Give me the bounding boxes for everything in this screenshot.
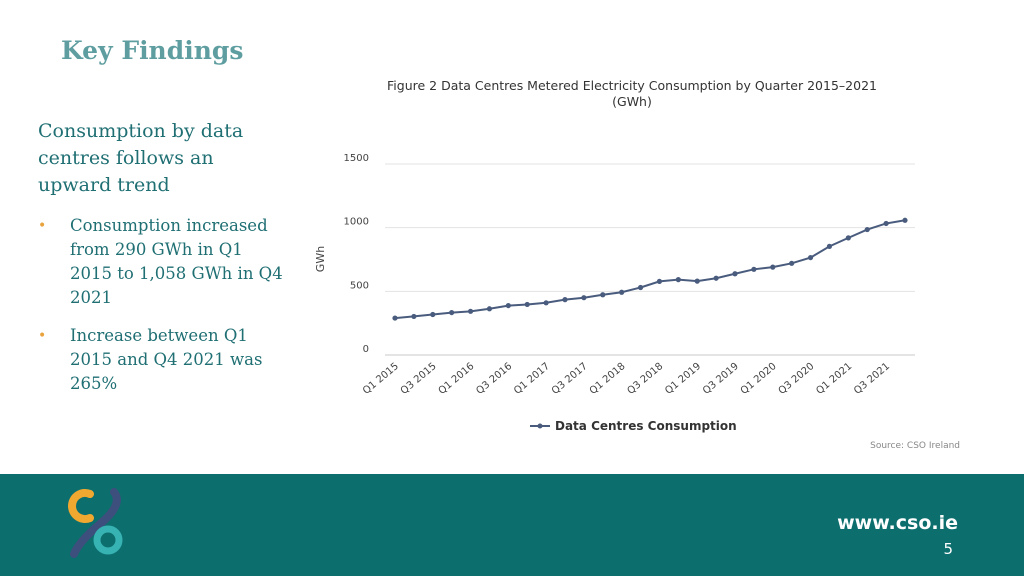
data-point[interactable]: [486, 306, 493, 312]
data-point[interactable]: [807, 254, 814, 261]
data-point[interactable]: [637, 284, 644, 291]
y-tick-label: 1000: [344, 217, 369, 228]
y-tick-labels: 0 500 1000 1500: [344, 153, 369, 355]
gridlines: [385, 163, 915, 356]
legend-entry: Data Centres Consumption: [555, 419, 737, 433]
line-chart: Figure 2 Data Centres Metered Electricit…: [300, 70, 990, 460]
bullet-dot-icon: •: [38, 328, 47, 344]
chart-title: Figure 2 Data Centres Metered Electricit…: [387, 78, 877, 93]
data-point[interactable]: [524, 301, 530, 308]
y-tick-label: 1500: [344, 153, 369, 164]
data-point[interactable]: [902, 217, 908, 223]
chart-subtitle: (GWh): [612, 94, 652, 109]
x-tick-label: Q1 2019: [663, 361, 703, 397]
data-point[interactable]: [392, 315, 398, 321]
data-point[interactable]: [656, 278, 663, 285]
y-tick-label: 0: [363, 344, 369, 355]
data-point[interactable]: [713, 275, 719, 281]
data-point[interactable]: [411, 313, 417, 320]
data-point[interactable]: [449, 309, 455, 316]
data-point[interactable]: [505, 302, 511, 309]
y-axis-label: GWh: [314, 246, 327, 272]
x-tick-label: Q1 2018: [588, 361, 628, 397]
chart-source: Source: CSO Ireland: [870, 441, 960, 451]
x-tick-label: Q3 2021: [852, 361, 892, 397]
data-point[interactable]: [732, 271, 738, 277]
data-point[interactable]: [845, 235, 851, 241]
bullet-text: Consumption increased from 290 GWh in Q1…: [70, 216, 283, 307]
data-point[interactable]: [543, 300, 549, 306]
data-point[interactable]: [675, 277, 681, 283]
data-point[interactable]: [430, 311, 436, 318]
legend[interactable]: Data Centres Consumption: [530, 419, 737, 433]
data-point[interactable]: [562, 297, 568, 303]
data-point[interactable]: [751, 266, 757, 272]
x-tick-label: Q3 2016: [474, 361, 514, 397]
key-findings-text: Consumption by data centres follows an u…: [38, 118, 288, 410]
x-tick-label: Q1 2015: [361, 361, 401, 397]
data-point[interactable]: [467, 308, 474, 314]
legend-marker-icon: [537, 423, 543, 429]
subheading: Consumption by data centres follows an u…: [38, 120, 244, 196]
data-point[interactable]: [864, 226, 870, 233]
page-number: 5: [943, 540, 953, 558]
x-tick-label: Q1 2016: [437, 361, 477, 397]
x-tick-label: Q3 2018: [625, 361, 665, 397]
data-point[interactable]: [770, 264, 776, 270]
bullet-item: • Consumption increased from 290 GWh in …: [38, 214, 288, 310]
bullet-item: • Increase between Q1 2015 and Q4 2021 w…: [38, 324, 288, 396]
data-point[interactable]: [581, 295, 587, 301]
data-point[interactable]: [600, 292, 606, 298]
slide-title: Key Findings: [61, 36, 244, 65]
bullet-list: • Consumption increased from 290 GWh in …: [38, 214, 288, 396]
x-tick-label: Q1 2021: [814, 361, 854, 397]
data-point[interactable]: [789, 260, 795, 266]
series-layer: [392, 217, 908, 321]
x-tick-label: Q3 2020: [777, 361, 817, 397]
cso-logo-icon: [68, 488, 123, 558]
chart-svg: Figure 2 Data Centres Metered Electricit…: [314, 78, 960, 451]
data-point[interactable]: [826, 243, 833, 249]
x-tick-label: Q3 2017: [550, 361, 590, 397]
data-point[interactable]: [883, 220, 889, 227]
data-point[interactable]: [694, 278, 700, 284]
footer-bar: www.cso.ie 5: [0, 474, 1024, 576]
bullet-dot-icon: •: [38, 218, 47, 234]
x-tick-label: Q3 2019: [701, 361, 741, 397]
data-point[interactable]: [619, 289, 625, 295]
x-tick-label: Q3 2015: [399, 361, 439, 397]
x-tick-label: Q1 2020: [739, 361, 779, 397]
series-line: [394, 219, 906, 320]
site-url-link[interactable]: www.cso.ie: [837, 512, 958, 534]
x-tick-label: Q1 2017: [512, 361, 552, 397]
y-tick-label: 500: [350, 280, 369, 291]
bullet-text: Increase between Q1 2015 and Q4 2021 was…: [70, 326, 263, 393]
